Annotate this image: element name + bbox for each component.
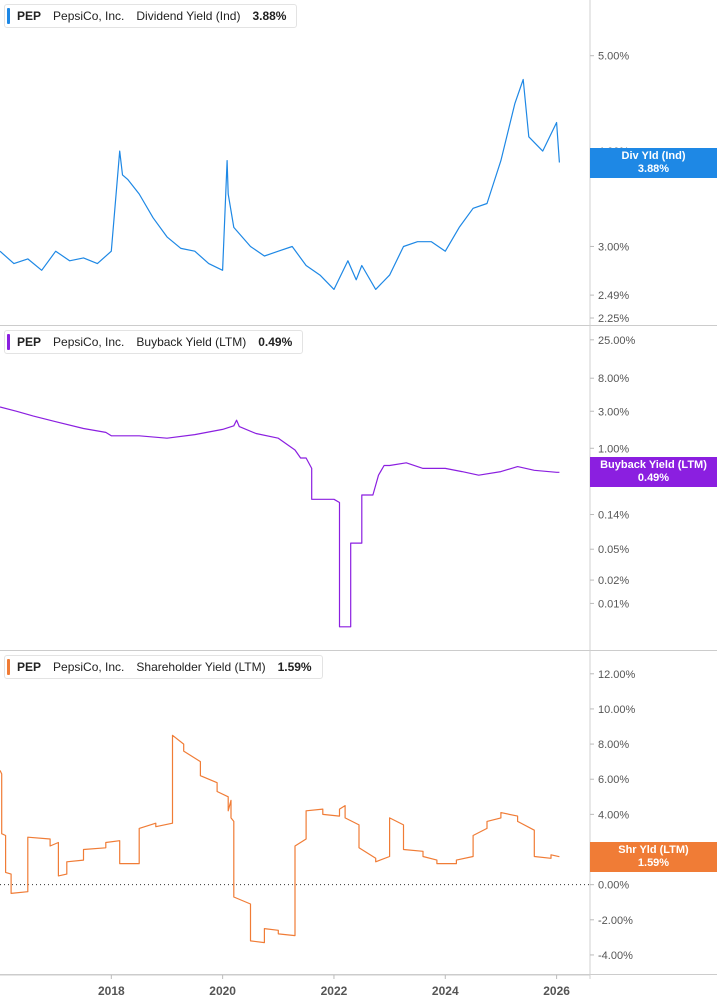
y-tick-label: 12.00%	[598, 669, 636, 681]
dividend-yield-price-tag: Div Yld (Ind) 3.88%	[590, 147, 717, 178]
y-tick-label: 10.00%	[598, 704, 636, 716]
y-tick-label: 6.00%	[598, 774, 629, 786]
y-tick-label: 0.00%	[598, 880, 629, 892]
shareholder-yield-chart: 12.00%10.00%8.00%6.00%4.00%2.00%0.00%-2.…	[0, 651, 636, 979]
x-tick-label: 2024	[432, 984, 459, 998]
y-tick-label: 0.01%	[598, 598, 629, 610]
y-tick-label: 2.49%	[598, 290, 629, 302]
dividend-yield-panel: 5.00%4.00%3.00%2.49%2.25% PEP PepsiCo, I…	[0, 0, 717, 328]
legend-swatch	[7, 8, 10, 24]
y-tick-label: 1.00%	[598, 443, 629, 455]
x-axis: 2018 2020 2022 2024 2026	[0, 974, 717, 1005]
tag-value: 0.49%	[637, 472, 670, 485]
legend-value: 3.88%	[252, 9, 287, 23]
buyback-yield-legend[interactable]: PEP PepsiCo, Inc. Buyback Yield (LTM) 0.…	[4, 330, 304, 354]
buyback-yield-price-tag: Buyback Yield (LTM) 0.49%	[590, 457, 717, 488]
y-tick-label: 4.00%	[598, 809, 629, 821]
tag-label: Buyback Yield (LTM)	[600, 459, 707, 472]
legend-company: PepsiCo, Inc.	[53, 9, 125, 23]
shareholder-yield-panel: 12.00%10.00%8.00%6.00%4.00%2.00%0.00%-2.…	[0, 651, 717, 979]
series-line	[0, 406, 560, 628]
legend-ticker: PEP	[17, 335, 42, 349]
legend-metric: Buyback Yield (LTM)	[136, 335, 247, 349]
y-tick-label: 3.00%	[598, 406, 629, 418]
legend-value: 1.59%	[277, 660, 312, 674]
legend-company: PepsiCo, Inc.	[53, 660, 125, 674]
x-tick-label: 2022	[321, 984, 348, 998]
y-tick-label: 0.05%	[598, 544, 629, 556]
legend-swatch	[7, 659, 10, 675]
dividend-yield-legend[interactable]: PEP PepsiCo, Inc. Dividend Yield (Ind) 3…	[4, 4, 298, 28]
series-line	[0, 734, 560, 944]
y-tick-label: 25.00%	[598, 335, 636, 347]
y-tick-label: -2.00%	[598, 915, 633, 927]
x-tick-label: 2026	[543, 984, 570, 998]
x-axis-svg: 2018 2020 2022 2024 2026	[0, 974, 590, 998]
legend-swatch	[7, 334, 10, 350]
shareholder-yield-legend[interactable]: PEP PepsiCo, Inc. Shareholder Yield (LTM…	[4, 655, 323, 679]
legend-value: 0.49%	[258, 335, 293, 349]
legend-ticker: PEP	[17, 9, 42, 23]
y-tick-label: -4.00%	[598, 950, 633, 962]
series-line	[0, 78, 560, 290]
tag-label: Div Yld (Ind)	[621, 149, 686, 162]
legend-metric: Dividend Yield (Ind)	[136, 9, 241, 23]
y-tick-label: 0.02%	[598, 575, 629, 587]
buyback-yield-panel: 25.00%8.00%3.00%1.00%0.37%0.14%0.05%0.02…	[0, 326, 717, 654]
legend-metric: Shareholder Yield (LTM)	[136, 660, 266, 674]
tag-value: 1.59%	[637, 856, 670, 869]
legend-ticker: PEP	[17, 660, 42, 674]
legend-company: PepsiCo, Inc.	[53, 335, 125, 349]
y-tick-label: 3.00%	[598, 241, 629, 253]
y-tick-label: 8.00%	[598, 373, 629, 385]
tag-value: 3.88%	[637, 162, 670, 175]
x-tick-label: 2020	[209, 984, 236, 998]
tag-label: Shr Yld (LTM)	[618, 843, 689, 856]
y-tick-label: 8.00%	[598, 739, 629, 751]
x-tick-label: 2018	[98, 984, 125, 998]
y-tick-label: 2.25%	[598, 313, 629, 325]
buyback-yield-chart: 25.00%8.00%3.00%1.00%0.37%0.14%0.05%0.02…	[0, 326, 636, 654]
y-tick-label: 5.00%	[598, 51, 629, 63]
shareholder-yield-price-tag: Shr Yld (LTM) 1.59%	[590, 841, 717, 872]
y-tick-label: 0.14%	[598, 510, 629, 522]
